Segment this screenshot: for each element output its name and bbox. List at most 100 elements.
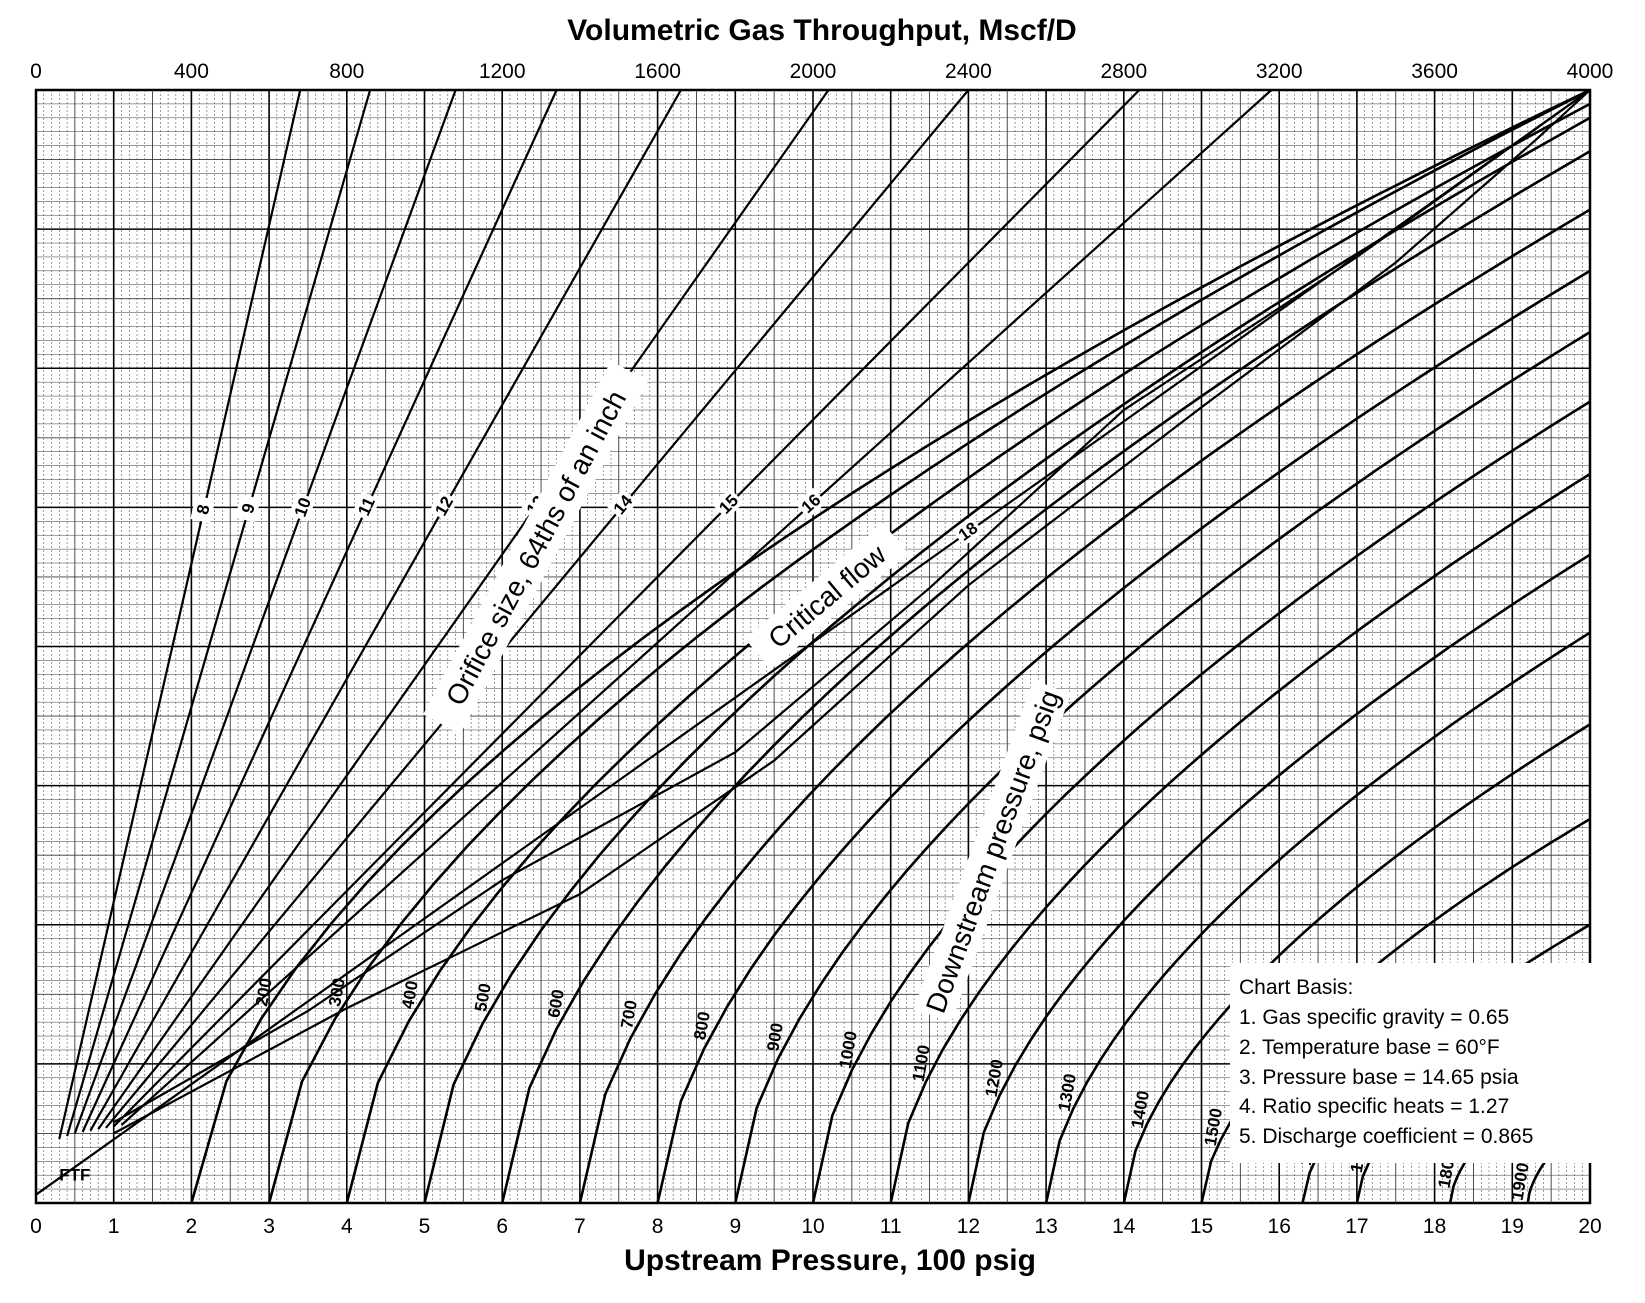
x-tick-label: 2	[186, 1215, 198, 1238]
orifice-label-bg	[352, 491, 381, 522]
downstream-label-text: 600	[544, 988, 568, 1019]
downstream-curve-label: 300	[325, 977, 349, 1008]
downstream-curve	[734, 330, 1591, 1204]
downstream-label-text: 900	[763, 1021, 787, 1052]
top-tick-label: 3600	[1411, 60, 1458, 83]
top-tick-label: 400	[174, 60, 209, 83]
chart-title: Volumetric Gas Throughput, Mscf/D	[567, 14, 1076, 47]
downstream-curve	[423, 116, 1591, 1204]
downstream-curve-label: 500	[471, 982, 495, 1013]
x-tick-label: 3	[263, 1215, 275, 1238]
chart-basis-item-4: 4. Ratio specific heats = 1.27	[1239, 1095, 1509, 1118]
x-tick-label: 5	[419, 1215, 431, 1238]
downstream-curve	[267, 88, 1591, 1204]
ftf-label: FTF	[59, 1166, 90, 1185]
orifice-annotation-bg	[423, 361, 649, 735]
orifice-label-bg	[234, 493, 261, 523]
downstream-curve	[1122, 723, 1591, 1204]
top-tick-label: 3200	[1256, 60, 1303, 83]
x-tick-label: 18	[1423, 1215, 1446, 1238]
downstream-annotation-bg	[913, 680, 1071, 1023]
orifice-line-label: 8	[190, 495, 216, 524]
top-tick-label: 1600	[634, 60, 681, 83]
downstream-label-text: 200	[252, 977, 276, 1008]
x-tick-label: 6	[496, 1215, 508, 1238]
chart-basis-heading: Chart Basis:	[1239, 976, 1353, 999]
x-tick-label: 10	[801, 1215, 824, 1238]
downstream-curve-label: 600	[544, 988, 568, 1019]
downstream-curve	[578, 208, 1591, 1204]
x-tick-label: 7	[574, 1215, 586, 1238]
x-tick-label: 20	[1578, 1215, 1601, 1238]
orifice-line	[66, 89, 372, 1137]
top-tick-label: 4000	[1567, 60, 1614, 83]
orifice-label-text: 8	[193, 503, 214, 516]
chart-basis-item-2: 2. Temperature base = 60°F	[1239, 1036, 1500, 1059]
x-tick-label: 14	[1112, 1215, 1136, 1238]
downstream-label-text: 300	[325, 977, 349, 1008]
orifice-label-bg	[190, 495, 216, 524]
orifice-label-bg	[712, 488, 744, 520]
orifice-label-bg	[952, 515, 984, 547]
chart-basis-item-1: 1. Gas specific gravity = 0.65	[1239, 1006, 1509, 1029]
downstream-curve	[1044, 631, 1591, 1204]
axis-ticks: 0 1 2 3 4 5 6 7 8 9 10 11 12 13 14 15 16 17 18 19 200 400 800 1…	[30, 60, 1613, 1238]
top-tick-label: 0	[30, 60, 42, 83]
orifice-line	[58, 89, 302, 1140]
x-tick-label: 12	[957, 1215, 980, 1238]
downstream-curve-label: 400	[398, 979, 422, 1010]
downstream-curve-label: 200	[252, 977, 276, 1008]
downstream-label-text: 700	[617, 999, 641, 1030]
downstream-curve-label: 800	[690, 1010, 714, 1041]
top-tick-label: 2800	[1100, 60, 1147, 83]
orifice-line	[81, 89, 558, 1133]
x-tick-label: 4	[341, 1215, 353, 1238]
x-tick-label: 16	[1268, 1215, 1291, 1238]
orifice-line	[112, 89, 1141, 1128]
downstream-curve	[345, 102, 1591, 1204]
downstream-curve	[967, 553, 1591, 1204]
downstream-label-text: 800	[690, 1010, 714, 1041]
downstream-curve-label: 900	[763, 1021, 787, 1052]
chart-basis-item-5: 5. Discharge coefficient = 0.865	[1239, 1125, 1533, 1148]
x-tick-label: 11	[880, 1215, 902, 1238]
downstream-curve	[190, 88, 1591, 1204]
curves	[35, 88, 1591, 1204]
top-tick-label: 2400	[945, 60, 992, 83]
downstream-curve	[889, 472, 1591, 1204]
orifice-line	[120, 89, 1273, 1126]
chart-basis-box: Chart Basis: 1. Gas specific gravity = 0…	[1230, 963, 1602, 1163]
x-tick-label: 19	[1501, 1215, 1524, 1238]
orifice-line-label: 9	[234, 493, 261, 523]
chart-basis-item-3: 3. Pressure base = 14.65 psia	[1239, 1066, 1519, 1089]
x-tick-label: 13	[1034, 1215, 1057, 1238]
orifice-label-bg	[607, 488, 638, 521]
x-tick-label: 8	[652, 1215, 664, 1238]
x-axis-label: Upstream Pressure, 100 psig	[624, 1244, 1036, 1277]
downstream-label-text: 400	[398, 979, 422, 1010]
orifice-label-bg	[288, 492, 316, 522]
top-tick-label: 1200	[479, 60, 526, 83]
orifice-label-bg	[429, 490, 459, 522]
x-tick-label: 15	[1190, 1215, 1213, 1238]
x-tick-label: 0	[30, 1215, 42, 1238]
downstream-label-text: 500	[471, 982, 495, 1013]
orifice-line	[73, 89, 457, 1134]
downstream-curve	[656, 269, 1591, 1204]
critical-flow-curve	[113, 89, 1591, 1135]
orifice-line	[97, 89, 830, 1130]
chart-basis-bg	[1230, 963, 1602, 1163]
downstream-curve-label: 700	[617, 999, 641, 1030]
critical-flow-annotation-bg	[744, 522, 909, 670]
orifice-label-bg	[795, 487, 827, 519]
x-tick-label: 17	[1345, 1215, 1368, 1238]
top-tick-label: 800	[329, 60, 364, 83]
orifice-line	[105, 89, 970, 1129]
downstream-curve	[500, 150, 1591, 1204]
critical-flow-curve	[113, 89, 1591, 1124]
orifice-line	[89, 89, 682, 1132]
x-tick-label: 1	[108, 1215, 120, 1238]
top-tick-label: 2000	[790, 60, 837, 83]
